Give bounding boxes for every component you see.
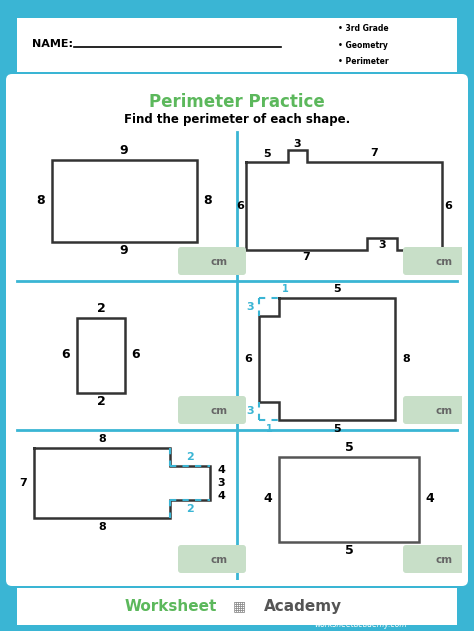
Text: 5: 5 (415, 252, 423, 262)
Text: cm: cm (210, 257, 228, 267)
Text: 5: 5 (333, 424, 341, 434)
FancyBboxPatch shape (178, 396, 246, 424)
Text: 7: 7 (370, 148, 378, 158)
FancyBboxPatch shape (178, 545, 246, 573)
Text: 3: 3 (217, 478, 225, 488)
Text: 8: 8 (98, 522, 106, 532)
Text: 5: 5 (263, 149, 271, 159)
Text: 8: 8 (402, 354, 410, 364)
FancyBboxPatch shape (0, 585, 474, 628)
Text: Find the perimeter of each shape.: Find the perimeter of each shape. (124, 114, 350, 126)
FancyBboxPatch shape (0, 15, 474, 76)
Text: worksheetacademy.com: worksheetacademy.com (314, 620, 407, 629)
Text: 2: 2 (97, 302, 105, 315)
Text: 9: 9 (120, 244, 128, 257)
Text: • Geometry: • Geometry (338, 40, 388, 49)
Text: 8: 8 (203, 194, 212, 208)
FancyBboxPatch shape (403, 545, 471, 573)
Text: 4: 4 (426, 493, 434, 505)
Text: • Perimeter: • Perimeter (338, 57, 389, 66)
Bar (77, 317, 125, 392)
Text: cm: cm (436, 555, 453, 565)
Text: 3: 3 (246, 406, 254, 416)
Text: 4: 4 (264, 493, 273, 505)
FancyBboxPatch shape (6, 74, 468, 586)
Text: cm: cm (210, 555, 228, 565)
Text: ▦: ▦ (233, 599, 246, 613)
Text: cm: cm (436, 257, 453, 267)
Text: 8: 8 (98, 434, 106, 444)
Text: 9: 9 (120, 144, 128, 158)
Text: 2: 2 (186, 504, 194, 514)
Text: 5: 5 (345, 441, 354, 454)
Text: 4: 4 (217, 491, 225, 501)
Bar (279, 456, 419, 541)
Text: Academy: Academy (264, 599, 342, 614)
Text: 3: 3 (378, 240, 386, 250)
Text: 6: 6 (132, 348, 140, 362)
Text: NAME:: NAME: (32, 39, 73, 49)
FancyBboxPatch shape (403, 247, 471, 275)
Text: 2: 2 (186, 452, 194, 462)
Text: 8: 8 (36, 194, 45, 208)
Text: Perimeter Practice: Perimeter Practice (149, 93, 325, 111)
Text: 1: 1 (265, 424, 273, 434)
Text: 3: 3 (246, 302, 254, 312)
Text: cm: cm (436, 406, 453, 416)
Text: 3: 3 (293, 139, 301, 149)
Text: Worksheet: Worksheet (125, 599, 217, 614)
Text: 1: 1 (282, 284, 289, 294)
FancyBboxPatch shape (403, 396, 471, 424)
Text: 7: 7 (302, 252, 310, 262)
Text: 6: 6 (244, 354, 252, 364)
Text: cm: cm (210, 406, 228, 416)
Text: 6: 6 (62, 348, 70, 362)
Bar (52, 160, 197, 242)
Text: • 3rd Grade: • 3rd Grade (338, 25, 389, 33)
FancyBboxPatch shape (178, 247, 246, 275)
Text: 2: 2 (97, 395, 105, 408)
Text: 6: 6 (236, 201, 244, 211)
Text: 5: 5 (333, 284, 341, 294)
Text: 7: 7 (19, 478, 27, 488)
Text: 6: 6 (444, 201, 452, 211)
Text: 4: 4 (217, 465, 225, 475)
Text: 5: 5 (345, 544, 354, 557)
